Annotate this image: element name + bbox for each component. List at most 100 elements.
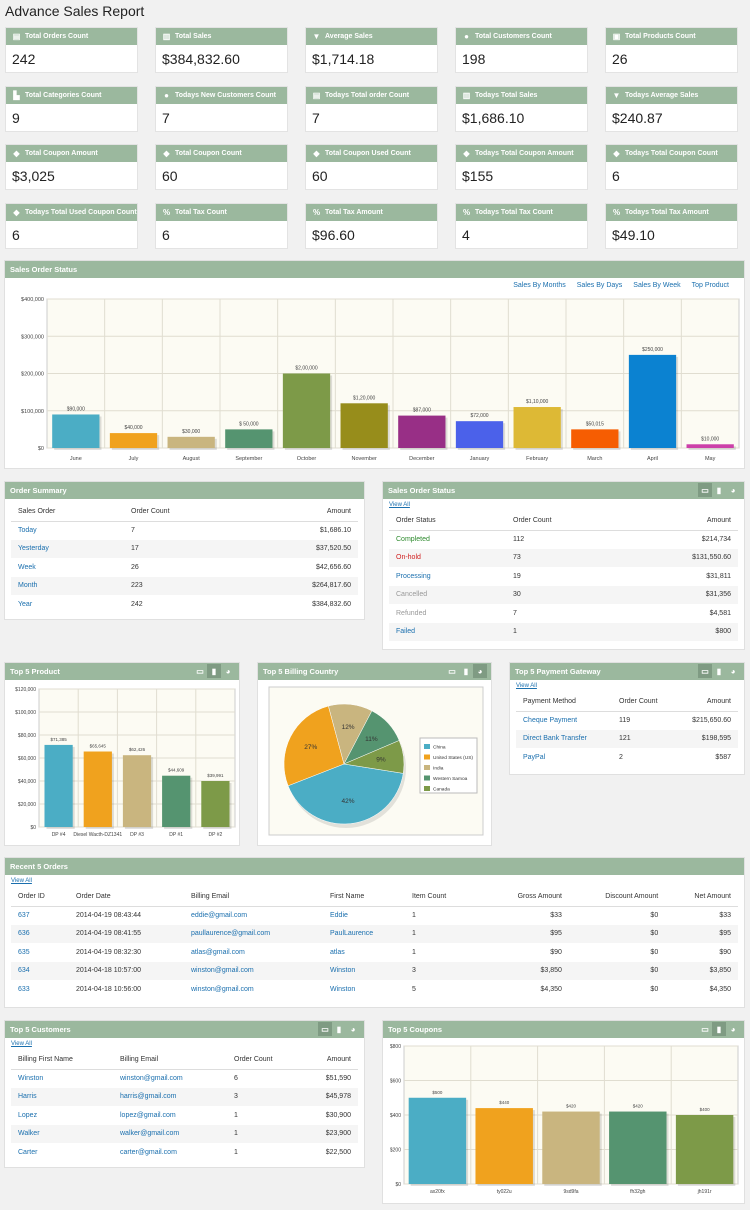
bar[interactable] — [83, 751, 112, 827]
sales-by-days-link[interactable]: Sales By Days — [576, 282, 623, 289]
table-cell[interactable]: winston@gmail.com — [184, 961, 323, 980]
bar[interactable] — [282, 373, 331, 449]
bar[interactable] — [686, 444, 734, 448]
bar-chart-view-icon[interactable]: ▮ — [712, 1022, 726, 1036]
pie-chart-view-icon[interactable]: ◕ — [730, 485, 736, 495]
view-all-link[interactable]: View All — [11, 878, 32, 884]
table-cell[interactable]: Winston — [323, 961, 405, 980]
bar-chart-view-icon[interactable]: ▮ — [463, 666, 469, 676]
table-cell[interactable]: winston@gmail.com — [120, 1075, 183, 1082]
pie-chart-view-icon[interactable]: ◕ — [473, 664, 487, 678]
bar[interactable] — [675, 1115, 734, 1184]
stat-card-value: 60 — [312, 168, 328, 184]
view-all-link[interactable]: View All — [516, 683, 537, 689]
panel-header: Top 5 Product ▭ ▮ ◕ — [5, 663, 239, 680]
stat-card: ◆ Total Coupon Used Count 60 — [305, 144, 438, 190]
table-cell[interactable]: 635 — [18, 948, 30, 956]
bar[interactable] — [201, 781, 230, 827]
table-view-icon[interactable]: ▭ — [448, 666, 456, 676]
stat-card-label: Todays Total Coupon Amount — [475, 150, 574, 157]
table-cell[interactable]: carter@gmail.com — [120, 1148, 177, 1156]
sales-by-months-link[interactable]: Sales By Months — [513, 282, 566, 289]
table-cell: 1 — [412, 948, 416, 956]
table-cell: 2014-04-19 08:43:44 — [76, 912, 141, 919]
top-country-panel: Top 5 Billing Country ▭ ▮ ◕ 42% 27% 12% 11% 9%… — [257, 662, 492, 846]
table-cell[interactable]: eddie@gmail.com — [191, 912, 248, 919]
bar[interactable] — [571, 429, 619, 448]
bar[interactable] — [167, 436, 215, 448]
pie-chart-view-icon[interactable]: ◕ — [225, 666, 231, 676]
table-cell[interactable]: harris@gmail.com — [113, 1087, 227, 1106]
bar[interactable] — [475, 1108, 533, 1184]
table-cell[interactable]: atlas@gmail.com — [191, 948, 245, 956]
table-cell[interactable]: PayPal — [523, 753, 546, 761]
table-cell[interactable]: 633 — [18, 985, 30, 993]
table-cell[interactable]: winston@gmail.com — [191, 985, 254, 993]
table-view-icon[interactable]: ▭ — [196, 666, 204, 676]
table-cell[interactable]: Direct Bank Transfer — [516, 729, 612, 748]
table-cell[interactable]: Cheque Payment — [523, 717, 578, 724]
table-cell[interactable]: Winston — [18, 1075, 44, 1082]
table-cell[interactable]: Lopez — [18, 1111, 38, 1119]
stat-card: ◆ Todays Total Coupon Count 6 — [605, 144, 738, 190]
bar[interactable] — [513, 407, 561, 448]
bar-chart-view-icon[interactable]: ▮ — [716, 485, 722, 495]
bar-chart-view-icon[interactable]: ▮ — [207, 664, 221, 678]
table-cell[interactable]: PaulLaurence — [323, 924, 405, 943]
table-cell[interactable]: walker@gmail.com — [113, 1124, 227, 1143]
pie-slice[interactable] — [287, 763, 404, 825]
table-cell[interactable]: lopez@gmail.com — [120, 1111, 176, 1119]
table-cell[interactable]: Yesterday — [11, 539, 124, 558]
bar[interactable] — [340, 403, 388, 448]
bar[interactable] — [455, 421, 504, 448]
table-cell[interactable]: Week — [18, 563, 36, 571]
view-all-link[interactable]: View All — [389, 502, 410, 508]
sales-by-week-link[interactable]: Sales By Week — [633, 282, 681, 289]
pie-chart-view-icon[interactable]: ◕ — [350, 1024, 356, 1034]
table-cell[interactable]: Year — [18, 600, 33, 608]
bar[interactable] — [109, 433, 158, 448]
table-row: PayPal 2 $587 — [516, 748, 738, 767]
bar[interactable] — [44, 744, 73, 827]
table-cell[interactable]: Harris — [11, 1087, 113, 1106]
table-cell[interactable]: Winston — [330, 985, 356, 993]
bar[interactable] — [225, 429, 273, 448]
bar[interactable] — [542, 1111, 600, 1184]
pie-slice[interactable] — [343, 740, 405, 774]
bar-chart-view-icon[interactable]: ▮ — [336, 1024, 342, 1034]
table-cell[interactable]: paullaurence@gmail.com — [184, 924, 323, 943]
view-all-link[interactable]: View All — [11, 1041, 32, 1047]
bar-chart-view-icon[interactable]: ▮ — [716, 666, 722, 676]
tag-icon: ◆ — [163, 149, 170, 158]
table-cell[interactable]: Carter — [18, 1148, 38, 1156]
bar[interactable] — [162, 775, 191, 827]
table-cell[interactable]: atlas — [330, 948, 345, 956]
data-label: $420 — [633, 1104, 644, 1109]
table-cell[interactable]: Walker — [11, 1124, 113, 1143]
table-view-icon[interactable]: ▭ — [701, 1024, 709, 1034]
bar[interactable] — [52, 414, 100, 448]
pie-chart-view-icon[interactable]: ◕ — [730, 1024, 736, 1034]
table-cell[interactable]: Today — [18, 527, 37, 534]
table-cell[interactable]: 634 — [11, 961, 69, 980]
top-product-link[interactable]: Top Product — [691, 282, 729, 289]
view-toggle: ▭ ▮ ◕ — [698, 664, 740, 678]
bar[interactable] — [398, 415, 446, 448]
bar[interactable] — [408, 1097, 467, 1184]
bar[interactable] — [122, 755, 152, 827]
stat-card: ▤ Total Orders Count 242 — [5, 27, 138, 73]
bar[interactable] — [628, 354, 677, 448]
table-view-icon[interactable]: ▭ — [698, 483, 712, 497]
column-header: Order Count — [612, 692, 675, 712]
table-cell[interactable]: Eddie — [330, 912, 348, 919]
table-cell[interactable]: 637 — [18, 912, 30, 919]
table-view-icon[interactable]: ▭ — [698, 664, 712, 678]
stat-card-label: Todays Average Sales — [625, 91, 699, 99]
table-view-icon[interactable]: ▭ — [318, 1022, 332, 1036]
stat-card-value: $1,714.18 — [312, 51, 375, 67]
pie-chart-view-icon[interactable]: ◕ — [730, 666, 736, 676]
pie-slice[interactable] — [283, 705, 345, 787]
table-cell[interactable]: 636 — [11, 924, 69, 943]
table-cell[interactable]: Month — [11, 576, 124, 595]
bar[interactable] — [609, 1111, 667, 1184]
